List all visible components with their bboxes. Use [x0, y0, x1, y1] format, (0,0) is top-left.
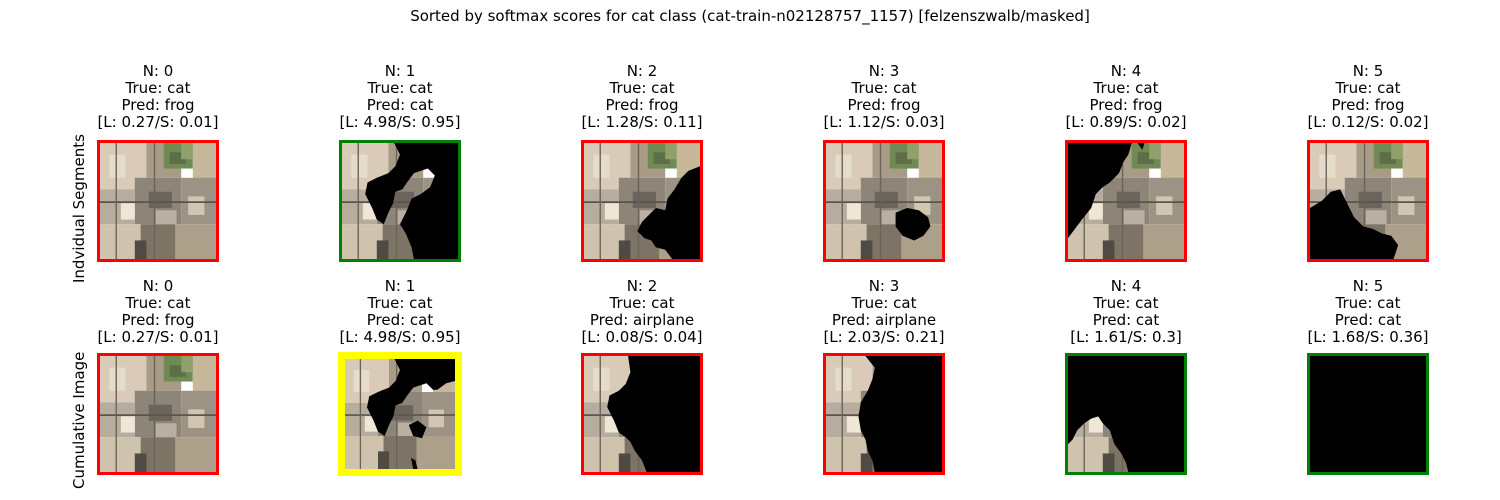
panel-title-pred: Pred: airplane — [831, 311, 937, 329]
panel-title: N: 1 True: cat Pred: cat [L: 4.98/S: 0.95] — [279, 63, 521, 131]
panel-title-pred: Pred: frog — [605, 96, 679, 114]
panel-title-block: N: 1 True: cat Pred: cat [L: 4.98/S: 0.95] — [279, 278, 521, 346]
panel-title-block: N: 1 True: cat Pred: cat [L: 4.98/S: 0.95] — [279, 63, 521, 131]
panel-title-score: [L: 1.61/S: 0.3] — [1070, 328, 1182, 346]
panel-title-true: True: cat — [367, 294, 433, 312]
panel-title-n: N: 3 — [868, 277, 900, 295]
panel-title-score: [L: 1.28/S: 0.11] — [581, 113, 703, 131]
panel-title-pred: Pred: frog — [847, 96, 921, 114]
panel-title-score: [L: 0.27/S: 0.01] — [97, 113, 219, 131]
panel-title-score: [L: 1.12/S: 0.03] — [823, 113, 945, 131]
panel-title-block: N: 5 True: cat Pred: frog [L: 0.12/S: 0.02] — [1247, 63, 1489, 131]
panel-title-n: N: 1 — [384, 277, 416, 295]
panel-title-n: N: 5 — [1352, 62, 1384, 80]
panel-title-true: True: cat — [609, 294, 675, 312]
panel-title-block: N: 2 True: cat Pred: frog [L: 1.28/S: 0.11] — [521, 63, 763, 131]
panel-title-pred: Pred: airplane — [589, 311, 695, 329]
panel-title-score: [L: 4.98/S: 0.95] — [339, 328, 461, 346]
panel-title-n: N: 0 — [142, 62, 174, 80]
panel-title-true: True: cat — [851, 79, 917, 97]
panel-title-true: True: cat — [125, 294, 191, 312]
row-label-individual: Indvidual Segments — [70, 134, 88, 283]
panel-image — [339, 140, 461, 262]
panel-title-n: N: 2 — [626, 277, 658, 295]
panel-title: N: 3 True: cat Pred: airplane [L: 2.03/S: 0… — [763, 278, 1005, 346]
panel-title-block: N: 4 True: cat Pred: cat [L: 1.61/S: 0.3] — [1005, 278, 1247, 346]
panel-title-true: True: cat — [367, 79, 433, 97]
panel-title-block: N: 4 True: cat Pred: frog [L: 0.89/S: 0.02] — [1005, 63, 1247, 131]
panel-image — [97, 140, 219, 262]
panel-title-pred: Pred: frog — [121, 311, 195, 329]
panel-title-score: [L: 0.89/S: 0.02] — [1065, 113, 1187, 131]
panel-image — [338, 352, 462, 476]
panel-image — [1065, 353, 1187, 475]
panel-title-n: N: 4 — [1110, 62, 1142, 80]
panel-title-true: True: cat — [1335, 79, 1401, 97]
panel-title-n: N: 3 — [868, 62, 900, 80]
panel-title-pred: Pred: frog — [1331, 96, 1405, 114]
panel-image — [97, 353, 219, 475]
panel-title-true: True: cat — [609, 79, 675, 97]
panel-title-pred: Pred: cat — [1334, 311, 1402, 329]
panel-title: N: 1 True: cat Pred: cat [L: 4.98/S: 0.95] — [279, 278, 521, 346]
panel-title-score: [L: 4.98/S: 0.95] — [339, 113, 461, 131]
panel-title: N: 5 True: cat Pred: frog [L: 0.12/S: 0.02] — [1247, 63, 1489, 131]
panel-title: N: 3 True: cat Pred: frog [L: 1.12/S: 0.03] — [763, 63, 1005, 131]
panel-title-true: True: cat — [1335, 294, 1401, 312]
panel-title-score: [L: 0.27/S: 0.01] — [97, 328, 219, 346]
panel-title-block: N: 3 True: cat Pred: airplane [L: 2.03/S: 0… — [763, 278, 1005, 346]
panel-title-pred: Pred: cat — [366, 311, 434, 329]
panel-title-block: N: 2 True: cat Pred: airplane [L: 0.08/S: 0… — [521, 278, 763, 346]
panel-title-n: N: 2 — [626, 62, 658, 80]
panel-title-true: True: cat — [1093, 294, 1159, 312]
panel-title: N: 5 True: cat Pred: cat [L: 1.68/S: 0.36] — [1247, 278, 1489, 346]
panel-title-pred: Pred: frog — [1089, 96, 1163, 114]
panel-title: N: 2 True: cat Pred: frog [L: 1.28/S: 0.11] — [521, 63, 763, 131]
panel-title-n: N: 0 — [142, 277, 174, 295]
panel-title-block: N: 3 True: cat Pred: frog [L: 1.12/S: 0.03] — [763, 63, 1005, 131]
panel-image — [823, 140, 945, 262]
panel-image — [1307, 353, 1429, 475]
panel-title-score: [L: 2.03/S: 0.21] — [823, 328, 945, 346]
panel-title-score: [L: 0.08/S: 0.04] — [581, 328, 703, 346]
panel-title-n: N: 4 — [1110, 277, 1142, 295]
panel-title-pred: Pred: cat — [1092, 311, 1160, 329]
panel-title: N: 4 True: cat Pred: frog [L: 0.89/S: 0.02] — [1005, 63, 1247, 131]
panel-title: N: 0 True: cat Pred: frog [L: 0.27/S: 0.01] — [37, 278, 279, 346]
panel-image — [581, 353, 703, 475]
panel-title: N: 0 True: cat Pred: frog [L: 0.27/S: 0.01] — [37, 63, 279, 131]
panel-title-block: N: 0 True: cat Pred: frog [L: 0.27/S: 0.01] — [37, 278, 279, 346]
row-label-cumulative: Cumulative Image — [70, 351, 88, 489]
panel-title-n: N: 5 — [1352, 277, 1384, 295]
panel-title-score: [L: 1.68/S: 0.36] — [1307, 328, 1429, 346]
panel-title-true: True: cat — [851, 294, 917, 312]
panel-title-block: N: 5 True: cat Pred: cat [L: 1.68/S: 0.36] — [1247, 278, 1489, 346]
panel-title-n: N: 1 — [384, 62, 416, 80]
panel-title-true: True: cat — [1093, 79, 1159, 97]
panel-image — [581, 140, 703, 262]
panel-title-pred: Pred: cat — [366, 96, 434, 114]
panel-title-block: N: 0 True: cat Pred: frog [L: 0.27/S: 0.01] — [37, 63, 279, 131]
panel-image — [823, 353, 945, 475]
panel-image — [1307, 140, 1429, 262]
panel-title: N: 2 True: cat Pred: airplane [L: 0.08/S: 0… — [521, 278, 763, 346]
panel-title-true: True: cat — [125, 79, 191, 97]
panel-title-pred: Pred: frog — [121, 96, 195, 114]
panel-image — [1065, 140, 1187, 262]
panel-title: N: 4 True: cat Pred: cat [L: 1.61/S: 0.3] — [1005, 278, 1247, 346]
figure-title: Sorted by softmax scores for cat class (… — [410, 7, 1090, 25]
panel-title-score: [L: 0.12/S: 0.02] — [1307, 113, 1429, 131]
